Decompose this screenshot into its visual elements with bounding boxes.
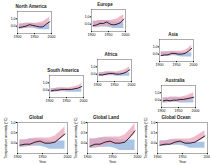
svg-text:1.0: 1.0 [11, 121, 16, 125]
svg-text:1.0: 1.0 [153, 45, 158, 49]
svg-text:1.0: 1.0 [151, 121, 156, 125]
svg-text:0.0: 0.0 [153, 52, 158, 56]
svg-text:0.0: 0.0 [155, 98, 160, 102]
svg-text:2000: 2000 [192, 109, 200, 113]
svg-text:0.0: 0.0 [151, 141, 156, 145]
svg-text:1.0: 1.0 [11, 17, 16, 21]
svg-text:1950: 1950 [175, 109, 183, 113]
svg-text:1900: 1900 [158, 109, 166, 113]
svg-text:1900: 1900 [94, 83, 102, 87]
svg-text:1950: 1950 [31, 35, 39, 39]
svg-text:1.0: 1.0 [155, 91, 160, 95]
svg-text:Year: Year [109, 160, 117, 164]
svg-text:1.0: 1.0 [85, 15, 90, 19]
html-text:Global Ocean: Global Ocean [161, 115, 191, 120]
svg-text:1950: 1950 [63, 99, 71, 103]
svg-text:2000: 2000 [134, 155, 142, 159]
html-text:Europe: Europe [97, 2, 113, 7]
svg-text:1.0: 1.0 [43, 81, 48, 85]
svg-text:1950: 1950 [173, 63, 181, 67]
svg-text:2000: 2000 [64, 155, 72, 159]
svg-text:1900: 1900 [14, 155, 22, 159]
svg-text:2000: 2000 [204, 155, 210, 159]
svg-text:Temperature anomaly (°C): Temperature anomaly (°C) [74, 117, 78, 158]
html-text:Australia: Australia [165, 78, 185, 83]
svg-text:1900: 1900 [154, 155, 162, 159]
svg-text:0.0: 0.0 [81, 141, 86, 145]
svg-text:1900: 1900 [156, 63, 164, 67]
svg-text:2000: 2000 [80, 99, 88, 103]
svg-text:2000: 2000 [128, 83, 136, 87]
html-text:South America: South America [47, 68, 79, 73]
html-text:Asia: Asia [168, 32, 178, 37]
svg-text:2000: 2000 [122, 33, 130, 37]
svg-text:0.5: 0.5 [81, 131, 86, 135]
svg-text:1.0: 1.0 [91, 65, 96, 69]
svg-text:1950: 1950 [39, 155, 47, 159]
svg-text:0.0: 0.0 [11, 141, 16, 145]
svg-text:Temperature anomaly (°C): Temperature anomaly (°C) [144, 117, 148, 158]
svg-text:Year: Year [179, 160, 187, 164]
svg-text:2000: 2000 [48, 35, 56, 39]
svg-text:0.0: 0.0 [91, 72, 96, 76]
svg-text:1900: 1900 [14, 35, 22, 39]
svg-text:2000: 2000 [190, 63, 198, 67]
svg-text:1900: 1900 [46, 99, 54, 103]
svg-text:0.5: 0.5 [11, 131, 16, 135]
svg-text:0.0: 0.0 [11, 24, 16, 28]
svg-text:1900: 1900 [84, 155, 92, 159]
svg-text:1900: 1900 [88, 33, 96, 37]
svg-text:1950: 1950 [179, 155, 187, 159]
svg-text:Temperature anomaly (°C): Temperature anomaly (°C) [4, 117, 8, 158]
svg-text:1950: 1950 [105, 33, 113, 37]
svg-text:1950: 1950 [111, 83, 119, 87]
svg-text:Year: Year [39, 160, 47, 164]
svg-text:1950: 1950 [109, 155, 117, 159]
html-text:North America: North America [15, 4, 47, 9]
svg-text:1.0: 1.0 [81, 121, 86, 125]
svg-text:0.0: 0.0 [43, 88, 48, 92]
svg-text:0.0: 0.0 [85, 22, 90, 26]
svg-text:0.5: 0.5 [151, 131, 156, 135]
html-text:Global Land: Global Land [93, 115, 119, 120]
html-text:Africa: Africa [104, 52, 118, 57]
html-text:Global: Global [29, 115, 43, 120]
